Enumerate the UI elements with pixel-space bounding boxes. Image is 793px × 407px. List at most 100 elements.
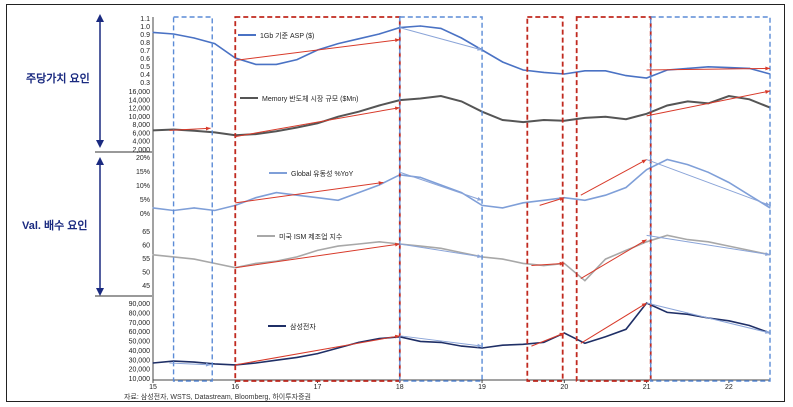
data-point [193, 361, 195, 363]
data-point [728, 320, 730, 322]
trend-arrowhead-blue [477, 343, 483, 348]
trend-arrowhead-blue [477, 254, 483, 259]
series-line-samsung [152, 302, 771, 366]
x-tick-label: 15 [149, 384, 157, 391]
data-point [604, 258, 607, 260]
data-point [460, 37, 463, 39]
data-point [255, 63, 257, 65]
trend-arrowhead-red [641, 303, 647, 308]
trend-arrowhead-blue [205, 362, 211, 367]
series-line-liquidity [152, 158, 771, 212]
data-point [584, 70, 586, 72]
data-point [316, 249, 319, 252]
y-tick-label: 6,000 [132, 130, 150, 137]
y-tick-label: 2,000 [132, 147, 150, 154]
x-tick-label: 19 [478, 384, 486, 391]
source-note: 자료: 삼성전자, WSTS, Datastream, Bloomberg, 하… [124, 394, 311, 401]
trend-arrow-red [235, 107, 400, 138]
period-box-red [234, 16, 401, 382]
data-point [440, 247, 442, 249]
y-tick-label: 0.5 [140, 64, 150, 71]
data-point [625, 328, 627, 330]
data-point [748, 98, 751, 100]
data-point [728, 181, 730, 184]
y-tick-label: 1.1 [140, 16, 150, 23]
data-point [522, 262, 524, 264]
bracket-bottom-arrow-down [96, 288, 104, 296]
data-point [563, 120, 565, 122]
data-point [296, 256, 298, 258]
y-tick-label: 10,000 [129, 114, 151, 121]
trend-arrowhead-red [559, 197, 565, 201]
trend-arrow-blue [399, 243, 483, 258]
data-point [337, 347, 339, 349]
data-point [687, 67, 689, 69]
data-point [440, 184, 442, 186]
y-tick-label: 14,000 [129, 97, 151, 104]
y-tick-label: 50 [142, 270, 150, 277]
y-tick-label: 60 [142, 243, 150, 250]
data-point [584, 342, 586, 344]
y-tick-label: 20,000 [129, 367, 151, 374]
data-point [687, 164, 689, 166]
data-point [316, 197, 319, 199]
trend-arrow-red [580, 302, 647, 344]
trend-arrowhead-red [205, 126, 211, 131]
data-point [646, 77, 648, 79]
data-point [460, 345, 463, 347]
trend-arrowhead-red [559, 261, 565, 266]
x-tick-label: 22 [725, 384, 733, 391]
data-point [193, 207, 195, 209]
data-point [378, 241, 380, 243]
y-tick-label: 16,000 [129, 89, 151, 96]
data-point [522, 69, 524, 71]
left-label-bottom: Val. 배수 요인 [22, 220, 88, 232]
data-point [460, 100, 463, 102]
data-point [625, 186, 627, 189]
y-tick-label: 30,000 [129, 357, 151, 364]
data-point [604, 116, 607, 118]
trend-arrow-red [646, 67, 771, 71]
data-point [584, 280, 586, 282]
data-point [687, 100, 689, 102]
x-tick-label: 21 [643, 384, 651, 391]
y-tick-label: 15% [136, 169, 150, 176]
trend-arrowhead-red [765, 66, 770, 71]
data-point [502, 207, 504, 209]
data-point [707, 66, 709, 68]
series-title-ism: 미국 ISM 제조업 지수 [279, 232, 343, 241]
series-line-ism [152, 234, 771, 282]
data-point [419, 176, 421, 178]
data-point [172, 256, 175, 258]
data-point [728, 95, 730, 97]
trend-arrowhead-blue [765, 252, 770, 256]
data-point [152, 254, 154, 256]
data-point [275, 63, 277, 65]
data-point [502, 258, 504, 260]
data-point [687, 239, 689, 241]
trend-arrow-blue [399, 171, 483, 201]
series-title-asp: 1Gb 기준 ASP ($) [260, 31, 314, 40]
data-point [748, 249, 751, 252]
trend-arrow-blue [646, 159, 771, 206]
x-tick-label: 18 [396, 384, 404, 391]
data-point [748, 194, 751, 196]
y-tick-label: 40,000 [129, 348, 151, 355]
data-point [152, 31, 154, 33]
y-tick-label: 20% [136, 155, 150, 162]
y-tick-label: 0.9 [140, 32, 150, 39]
y-tick-label: 4,000 [132, 139, 150, 146]
data-point [275, 192, 277, 194]
y-tick-label: 5% [140, 197, 150, 204]
data-point [563, 73, 565, 75]
data-point [296, 356, 298, 358]
trend-arrow-red [235, 243, 400, 269]
data-point [275, 359, 277, 361]
trend-arrow-red [580, 159, 647, 196]
data-point [337, 116, 339, 118]
data-point [707, 241, 709, 243]
trend-arrowhead-red [641, 239, 647, 244]
left-label-top: 주당가치 요인 [26, 73, 90, 85]
trend-arrowhead-blue [765, 330, 770, 334]
data-point [358, 38, 360, 40]
